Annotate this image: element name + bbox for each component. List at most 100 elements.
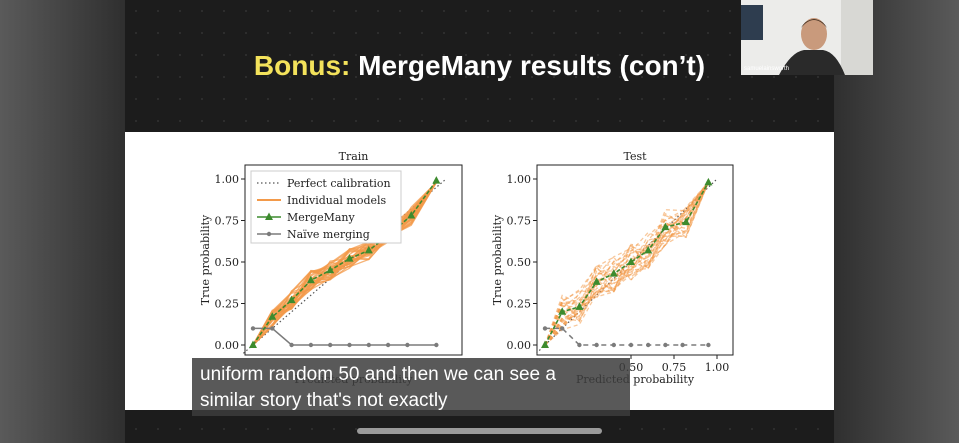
individual-model-curve xyxy=(544,181,709,346)
individual-model-curve xyxy=(544,182,709,346)
naive-merging-point xyxy=(542,326,548,331)
y-tick-label: 1.00 xyxy=(215,173,240,186)
mergemany-marker xyxy=(609,269,618,277)
legend-label: Perfect calibration xyxy=(287,177,391,190)
naive-merging-point xyxy=(434,342,439,348)
naive-merging-point xyxy=(594,342,599,348)
mergemany-marker xyxy=(287,295,296,304)
x-tick-label: 0.75 xyxy=(662,361,687,374)
naive-merging-point xyxy=(289,342,294,348)
y-tick-label: 0.25 xyxy=(507,298,532,311)
y-tick-label: 0.00 xyxy=(507,339,532,352)
naive-merging-point xyxy=(646,342,651,348)
mergemany-marker xyxy=(364,245,373,254)
naive-merging-point xyxy=(347,342,352,348)
slide-title-text: MergeMany results (con’t) xyxy=(358,50,706,81)
mergemany-marker xyxy=(306,275,315,284)
individual-model-curve xyxy=(544,181,709,346)
naive-merging-point xyxy=(663,342,668,348)
mergemany-marker xyxy=(682,217,691,226)
plot-frame xyxy=(536,164,734,356)
individual-model-curve xyxy=(544,181,709,346)
individual-model-curve xyxy=(544,181,709,346)
naive-merging-point xyxy=(628,342,634,348)
mergemany-marker xyxy=(249,340,257,348)
y-tick-label: 0.50 xyxy=(507,256,532,269)
mergemany-marker xyxy=(644,245,653,254)
mergemany-marker xyxy=(326,265,335,274)
naive-merging-point xyxy=(366,342,371,348)
naive-merging-point xyxy=(680,342,685,348)
slide-title: Bonus: MergeMany results (con’t) xyxy=(0,50,959,82)
scrollbar[interactable] xyxy=(357,428,602,434)
mergemany-marker xyxy=(432,176,441,184)
y-tick-label: 0.50 xyxy=(215,256,240,269)
individual-model-curve xyxy=(544,181,709,346)
slide-title-accent: Bonus: xyxy=(253,50,351,81)
y-tick-label: 1.00 xyxy=(507,173,532,186)
individual-model-curve xyxy=(544,182,710,346)
mergemany-marker xyxy=(541,340,549,348)
plot-title: Train xyxy=(339,150,369,163)
naive-merging-point xyxy=(385,342,391,348)
naive-merging-point xyxy=(405,342,410,348)
naive-merging-point xyxy=(611,342,616,348)
mergemany-marker xyxy=(661,222,670,231)
individual-model-curve xyxy=(544,182,709,346)
naive-merging-point xyxy=(706,342,711,348)
legend-label: MergeMany xyxy=(287,211,355,224)
mergemany-marker xyxy=(558,307,567,315)
background-left xyxy=(0,0,125,443)
mergemany-line xyxy=(544,181,710,346)
plot-frame xyxy=(244,164,463,356)
individual-model-curve xyxy=(544,181,709,346)
mergemany-marker xyxy=(627,257,635,265)
caption-line-2: similar story that's not exactly xyxy=(200,390,448,411)
caption-box: uniform random 50 and then we can see a … xyxy=(192,358,630,416)
legend-label: Naïve merging xyxy=(287,228,370,241)
mergemany-marker xyxy=(704,177,713,186)
naive-merging-line xyxy=(253,327,437,346)
individual-model-curve xyxy=(544,181,709,346)
individual-model-curve xyxy=(544,181,709,346)
figure-svg: Train 0.00 0.25 0.50 0.75 1.00 True probabilit… xyxy=(199,150,734,386)
mergemany-marker xyxy=(268,312,277,320)
y-tick-label: 0.00 xyxy=(215,339,240,352)
individual-model-curve xyxy=(544,181,709,346)
legend-marker-mergemany xyxy=(265,212,273,220)
individual-model-curve xyxy=(544,181,709,346)
plot-title: Test xyxy=(623,150,647,163)
individual-model-curve xyxy=(544,181,709,346)
naive-merging-line xyxy=(545,327,709,346)
mergemany-marker xyxy=(345,254,354,262)
individual-model-curve xyxy=(544,181,709,346)
individual-model-curve xyxy=(544,181,709,346)
individual-model-curve xyxy=(544,181,709,346)
individual-model-curve xyxy=(544,181,709,346)
individual-model-curve xyxy=(544,182,709,346)
mergemany-marker xyxy=(407,211,416,219)
naive-merging-point xyxy=(577,342,582,348)
participant-name: samuelainsworth xyxy=(744,66,790,72)
legend-label: Individual models xyxy=(287,194,387,207)
naive-merging-point xyxy=(328,342,333,348)
legend-box xyxy=(250,170,402,244)
caption-line-1: uniform random 50 and then we can see a xyxy=(200,364,556,385)
legend-marker-naive xyxy=(266,231,272,237)
individual-model-curve xyxy=(544,182,710,346)
x-tick-label: 1.00 xyxy=(705,361,730,374)
individual-model-curve xyxy=(544,181,709,346)
webcam-tile[interactable]: samuelainsworth xyxy=(741,0,873,75)
individual-model-curve xyxy=(544,182,709,346)
individual-model-curve xyxy=(544,181,709,346)
perfect-calibration-line xyxy=(242,178,447,354)
person-video xyxy=(741,0,873,75)
y-axis-label: True probability xyxy=(491,214,504,305)
naive-merging-point xyxy=(308,342,314,348)
individual-model-curve xyxy=(544,181,709,346)
naive-merging-point xyxy=(560,326,565,331)
y-axis-label: True probability xyxy=(199,214,212,305)
y-tick-label: 0.75 xyxy=(507,215,532,228)
individual-model-curve xyxy=(544,182,709,346)
naive-merging-point xyxy=(250,326,256,331)
